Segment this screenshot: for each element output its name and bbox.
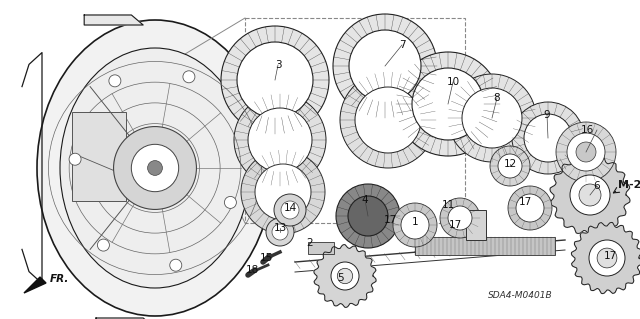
Circle shape	[448, 74, 536, 162]
Ellipse shape	[37, 20, 273, 316]
Polygon shape	[24, 277, 46, 293]
Circle shape	[272, 224, 288, 240]
Text: 17: 17	[604, 251, 616, 261]
Circle shape	[556, 122, 616, 182]
Circle shape	[241, 150, 325, 234]
Text: 7: 7	[399, 40, 405, 50]
Circle shape	[170, 259, 182, 271]
Text: 17: 17	[383, 215, 397, 225]
Circle shape	[248, 108, 312, 172]
Bar	[466, 210, 486, 240]
Circle shape	[340, 72, 436, 168]
Circle shape	[183, 71, 195, 83]
Text: 13: 13	[273, 223, 287, 233]
Circle shape	[337, 268, 353, 284]
Text: 14: 14	[284, 203, 296, 213]
Text: 18: 18	[245, 265, 259, 275]
Circle shape	[393, 203, 437, 247]
Circle shape	[331, 262, 359, 290]
Circle shape	[69, 153, 81, 165]
Text: 17: 17	[449, 220, 461, 230]
Circle shape	[349, 30, 421, 102]
Text: 11: 11	[442, 200, 454, 210]
Text: 17: 17	[518, 197, 532, 207]
Circle shape	[579, 184, 601, 206]
Circle shape	[498, 154, 522, 178]
Circle shape	[524, 114, 572, 162]
Circle shape	[336, 184, 400, 248]
Polygon shape	[84, 15, 143, 25]
Circle shape	[576, 142, 596, 162]
Text: 1: 1	[412, 217, 419, 227]
Ellipse shape	[60, 48, 250, 288]
Circle shape	[255, 164, 311, 220]
Circle shape	[348, 196, 388, 236]
Circle shape	[237, 42, 313, 118]
Text: FR.: FR.	[50, 274, 69, 284]
Circle shape	[396, 52, 500, 156]
Circle shape	[448, 206, 472, 230]
Circle shape	[516, 194, 544, 222]
Bar	[415, 237, 555, 255]
Circle shape	[412, 68, 484, 140]
Circle shape	[570, 175, 610, 215]
Text: SDA4-M0401B: SDA4-M0401B	[488, 291, 552, 300]
Circle shape	[589, 240, 625, 276]
Bar	[72, 112, 125, 201]
Circle shape	[148, 160, 163, 175]
Circle shape	[440, 198, 480, 238]
Text: M-2: M-2	[618, 180, 640, 190]
Text: 3: 3	[275, 60, 282, 70]
Circle shape	[508, 186, 552, 230]
Circle shape	[597, 248, 617, 268]
Text: 12: 12	[504, 159, 516, 169]
Bar	[308, 242, 334, 254]
Circle shape	[225, 197, 236, 208]
Circle shape	[97, 239, 109, 251]
Circle shape	[567, 133, 605, 171]
Circle shape	[266, 218, 294, 246]
Circle shape	[333, 14, 437, 118]
Text: 16: 16	[580, 125, 594, 135]
Circle shape	[234, 94, 326, 186]
Circle shape	[109, 75, 121, 87]
Circle shape	[490, 146, 530, 186]
Circle shape	[281, 201, 299, 219]
Text: 9: 9	[544, 110, 550, 120]
Text: 8: 8	[493, 93, 500, 103]
Text: 5: 5	[337, 273, 343, 283]
Circle shape	[462, 88, 522, 148]
Text: 2: 2	[307, 238, 314, 248]
Text: 10: 10	[447, 77, 460, 87]
Polygon shape	[572, 222, 640, 293]
Circle shape	[131, 144, 179, 192]
Text: 4: 4	[362, 195, 368, 205]
Circle shape	[512, 102, 584, 174]
Circle shape	[113, 127, 196, 210]
Polygon shape	[96, 318, 155, 319]
Circle shape	[221, 26, 329, 134]
Text: 6: 6	[594, 181, 600, 191]
Polygon shape	[550, 155, 630, 235]
Polygon shape	[314, 245, 376, 308]
Circle shape	[274, 194, 306, 226]
Text: 15: 15	[259, 253, 273, 263]
Circle shape	[401, 211, 429, 239]
Bar	[245, 18, 465, 223]
Circle shape	[355, 87, 421, 153]
